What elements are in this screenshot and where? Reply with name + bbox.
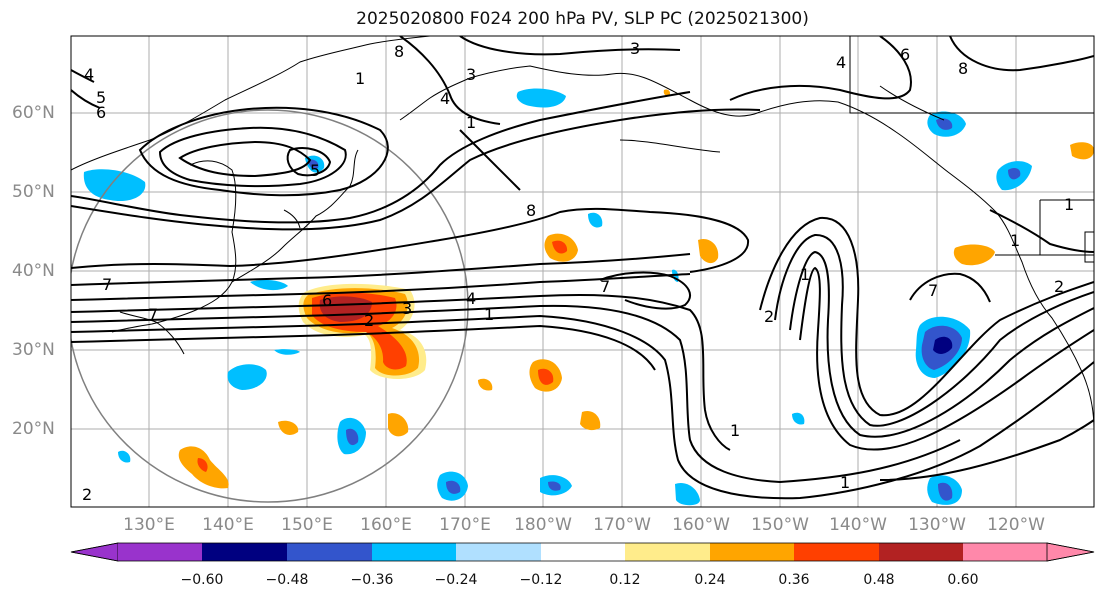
contour-label: 7 xyxy=(928,281,938,300)
contour-label: 1 xyxy=(730,421,740,440)
colorbar-segment xyxy=(625,543,710,561)
contour-label: 2 xyxy=(764,307,774,326)
map-title: 2025020800 F024 200 hPa PV, SLP PC (2025… xyxy=(356,9,809,29)
slp-contours xyxy=(71,36,1094,500)
colorbar-segment xyxy=(963,543,1047,561)
contour-label: 7 xyxy=(600,277,610,296)
lon-label: 170°W xyxy=(593,515,651,535)
map-panel: 8 3 4 5 6 4 3 1 4 1 6 8 5 7 6 2 4 1 7 2 … xyxy=(71,36,1094,507)
contour-label: 7 xyxy=(148,305,158,324)
contour-label: 1 xyxy=(840,473,850,492)
lon-label: 130°E xyxy=(123,515,175,535)
lon-label: 150°E xyxy=(281,515,333,535)
contour-label: 6 xyxy=(322,291,332,310)
colorbar-segment xyxy=(118,543,202,561)
colorbar-extend-low xyxy=(70,542,119,562)
lon-label: 170°E xyxy=(439,515,491,535)
contour-label: 8 xyxy=(526,201,536,220)
contour-label: 3 xyxy=(630,39,640,58)
pv-positive-anomalies xyxy=(178,89,1094,489)
lon-label: 180°W xyxy=(514,515,572,535)
coastlines xyxy=(71,36,1094,431)
contour-label: 6 xyxy=(96,103,106,122)
colorbar-tick-label: 0.60 xyxy=(947,572,979,588)
colorbar xyxy=(70,542,1095,562)
colorbar-tick-label: 0.24 xyxy=(694,572,726,588)
boundaries xyxy=(849,36,1094,263)
contour-label: 1 xyxy=(1064,195,1074,214)
contour-label: 4 xyxy=(84,65,94,84)
colorbar-tick-label: −0.36 xyxy=(350,572,394,588)
contour-label: 2 xyxy=(82,485,92,504)
colorbar-segment xyxy=(879,543,963,561)
lon-label: 140°W xyxy=(829,515,887,535)
contour-labels: 8 3 4 5 6 4 3 1 4 1 6 8 5 7 6 2 4 1 7 2 … xyxy=(82,39,1074,504)
lon-label: 150°W xyxy=(751,515,809,535)
contour-label: 1 xyxy=(355,69,365,88)
contour-label: 7 xyxy=(102,275,112,294)
colorbar-tick-label: −0.48 xyxy=(265,572,309,588)
contour-label: 1 xyxy=(466,113,476,132)
colorbar-extend-high xyxy=(1046,542,1095,562)
colorbar-outline xyxy=(70,542,1095,562)
lat-label: 60°N xyxy=(12,103,55,123)
contour-label: 1 xyxy=(484,305,494,324)
contour-label: 6 xyxy=(900,45,910,64)
lon-label: 160°E xyxy=(360,515,412,535)
colorbar-segment xyxy=(456,543,541,561)
contour-label: 2 xyxy=(364,311,374,330)
contour-label: 5 xyxy=(310,161,320,180)
lon-label: 130°W xyxy=(908,515,966,535)
contour-label: 1 xyxy=(800,265,810,284)
colorbar-segment xyxy=(710,543,794,561)
contour-label: 3 xyxy=(402,299,412,318)
lon-label: 140°E xyxy=(202,515,254,535)
lon-label: 120°W xyxy=(987,515,1045,535)
contour-label: 1 xyxy=(1010,231,1020,250)
colorbar-segment xyxy=(202,543,287,561)
lat-label: 40°N xyxy=(12,261,55,281)
gridlines xyxy=(71,36,1094,507)
contour-label: 5 xyxy=(96,88,106,107)
colorbar-segment xyxy=(541,543,625,561)
colorbar-segment xyxy=(372,543,456,561)
colorbar-tick-label: 0.48 xyxy=(863,572,895,588)
contour-label: 4 xyxy=(466,289,476,308)
contour-label: 3 xyxy=(466,65,476,84)
lat-label: 50°N xyxy=(12,182,55,202)
contour-label: 8 xyxy=(394,42,404,61)
pv-negative-anomalies xyxy=(83,88,1032,506)
colorbar-tick-label: −0.12 xyxy=(519,572,563,588)
colorbar-tick-label: 0.12 xyxy=(609,572,641,588)
colorbar-segment xyxy=(794,543,879,561)
lat-label: 20°N xyxy=(12,419,55,439)
plot-frame xyxy=(70,35,1095,508)
contour-label: 4 xyxy=(836,53,846,72)
lat-label: 30°N xyxy=(12,340,55,360)
contour-label: 8 xyxy=(958,59,968,78)
colorbar-tick-label: −0.24 xyxy=(434,572,478,588)
lon-label: 160°W xyxy=(672,515,730,535)
colorbar-segment xyxy=(287,543,372,561)
colorbar-tick-label: −0.60 xyxy=(180,572,224,588)
contour-label: 2 xyxy=(1054,277,1064,296)
contour-label: 4 xyxy=(440,89,450,108)
colorbar-tick-label: 0.36 xyxy=(778,572,810,588)
distance-ring xyxy=(71,109,469,503)
